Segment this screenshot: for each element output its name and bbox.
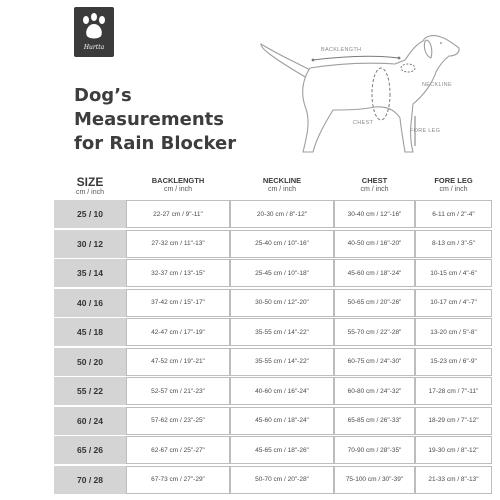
cell-foreleg: 15-23 cm / 6"-9" bbox=[415, 347, 492, 376]
cell-neckline: 25-45 cm / 10"-18" bbox=[230, 259, 334, 287]
table-row: 35 / 14 32-37 cm / 13"-15" 25-45 cm / 10"-… bbox=[54, 259, 492, 288]
cell-size: 70 / 28 bbox=[54, 465, 126, 494]
cell-backlength: 57-62 cm / 23"-25" bbox=[126, 406, 230, 435]
header-foreleg: FORE LEG cm / inch bbox=[434, 176, 473, 193]
cell-backlength: 62-67 cm / 25"-27" bbox=[126, 436, 230, 464]
dog-body bbox=[302, 35, 460, 153]
cell-neckline: 45-60 cm / 18"-24" bbox=[230, 406, 334, 435]
cell-foreleg: 18-29 cm / 7"-12" bbox=[415, 406, 492, 435]
table-row: 55 / 22 52-57 cm / 21"-23" 40-60 cm / 16"-… bbox=[54, 377, 492, 406]
cell-neckline: 20-30 cm / 8"-12" bbox=[230, 200, 334, 228]
table-row: 60 / 24 57-62 cm / 23"-25" 45-60 cm / 18"-… bbox=[54, 406, 492, 436]
cell-backlength: 67-73 cm / 27"-29" bbox=[126, 465, 230, 494]
cell-neckline: 40-60 cm / 16"-24" bbox=[230, 377, 334, 405]
label-backlength: BACKLENGTH bbox=[321, 47, 361, 53]
cell-neckline: 35-55 cm / 14"-22" bbox=[230, 347, 334, 376]
header-backlength: BACKLENGTH cm / inch bbox=[151, 176, 205, 193]
title-line-2: for Rain Blocker bbox=[74, 133, 237, 154]
cell-chest: 45-60 cm / 18"-24" bbox=[334, 259, 415, 287]
header-neckline: NECKLINE cm / inch bbox=[262, 176, 302, 193]
cell-foreleg: 19-30 cm / 8"-12" bbox=[415, 436, 492, 464]
table-row: 65 / 26 62-67 cm / 25"-27" 45-65 cm / 18"-… bbox=[54, 436, 492, 465]
cell-backlength: 42-47 cm / 17"-19" bbox=[126, 318, 230, 346]
cell-size: 50 / 20 bbox=[54, 347, 126, 376]
cell-size: 45 / 18 bbox=[54, 318, 126, 346]
cell-chest: 40-50 cm / 16"-20" bbox=[334, 229, 415, 258]
dog-tail bbox=[260, 43, 311, 79]
table-header: SIZE cm / inch BACKLENGTH cm / inch NECK… bbox=[54, 176, 492, 200]
cell-chest: 50-65 cm / 20"-26" bbox=[334, 288, 415, 317]
table-row: 50 / 20 47-52 cm / 19"-21" 35-55 cm / 14"-… bbox=[54, 347, 492, 377]
table-row: 70 / 28 67-73 cm / 27"-29" 50-70 cm / 20"-… bbox=[54, 465, 492, 495]
cell-chest: 65-85 cm / 26"-33" bbox=[334, 406, 415, 435]
table-row: 25 / 10 22-27 cm / 9"-11" 20-30 cm / 8"-12… bbox=[54, 200, 492, 229]
cell-backlength: 52-57 cm / 21"-23" bbox=[126, 377, 230, 405]
neckline-marker bbox=[400, 63, 416, 73]
table-row: 30 / 12 27-32 cm / 11"-13" 25-40 cm / 10"-… bbox=[54, 229, 492, 259]
cell-chest: 60-80 cm / 24"-32" bbox=[334, 377, 415, 405]
brand-name: Hurtta bbox=[83, 44, 105, 51]
cell-neckline: 25-40 cm / 10"-16" bbox=[230, 229, 334, 258]
cell-chest: 70-90 cm / 28"-35" bbox=[334, 436, 415, 464]
dog-eye bbox=[440, 42, 442, 44]
table-row: 40 / 16 37-42 cm / 15"-17" 30-50 cm / 12"-… bbox=[54, 288, 492, 318]
cell-backlength: 37-42 cm / 15"-17" bbox=[126, 288, 230, 317]
cell-foreleg: 6-11 cm / 2"-4" bbox=[415, 200, 492, 228]
cell-foreleg: 21-33 cm / 8"-13" bbox=[415, 465, 492, 494]
dog-ear bbox=[423, 39, 433, 59]
dog-measurement-diagram: BACKLENGTH NECKLINE CHEST FORE LEG bbox=[260, 35, 460, 153]
header-size: SIZE cm / inch bbox=[75, 175, 104, 196]
cell-foreleg: 10-15 cm / 4"-6" bbox=[415, 259, 492, 287]
cell-chest: 55-70 cm / 22"-28" bbox=[334, 318, 415, 346]
brand-logo: Hurtta bbox=[74, 7, 114, 57]
cell-chest: 30-40 cm / 12"-16" bbox=[334, 200, 415, 228]
page-title: Dog’s Measurements for Rain Blocker bbox=[74, 84, 274, 156]
cell-size: 40 / 16 bbox=[54, 288, 126, 317]
cell-foreleg: 17-28 cm / 7"-11" bbox=[415, 377, 492, 405]
cell-backlength: 47-52 cm / 19"-21" bbox=[126, 347, 230, 376]
cell-size: 25 / 10 bbox=[54, 200, 126, 228]
label-chest: CHEST bbox=[353, 120, 373, 126]
cell-foreleg: 10-17 cm / 4"-7" bbox=[415, 288, 492, 317]
title-line-1: Dog’s Measurements bbox=[74, 85, 224, 130]
cell-chest: 75-100 cm / 30"-39" bbox=[334, 465, 415, 494]
cell-foreleg: 13-20 cm / 5"-8" bbox=[415, 318, 492, 346]
cell-backlength: 22-27 cm / 9"-11" bbox=[126, 200, 230, 228]
cell-size: 65 / 26 bbox=[54, 436, 126, 464]
cell-neckline: 35-55 cm / 14"-22" bbox=[230, 318, 334, 346]
header-chest: CHEST cm / inch bbox=[360, 176, 389, 193]
cell-backlength: 27-32 cm / 11"-13" bbox=[126, 229, 230, 258]
cell-neckline: 45-65 cm / 18"-26" bbox=[230, 436, 334, 464]
paw-icon bbox=[83, 13, 105, 39]
label-foreleg: FORE LEG bbox=[410, 128, 440, 134]
cell-size: 35 / 14 bbox=[54, 259, 126, 287]
cell-size: 60 / 24 bbox=[54, 406, 126, 435]
label-neckline: NECKLINE bbox=[422, 82, 452, 88]
table-row: 45 / 18 42-47 cm / 17"-19" 35-55 cm / 14"-… bbox=[54, 318, 492, 347]
cell-size: 30 / 12 bbox=[54, 229, 126, 258]
backlength-marker bbox=[312, 55, 400, 61]
cell-chest: 60-75 cm / 24"-30" bbox=[334, 347, 415, 376]
cell-size: 55 / 22 bbox=[54, 377, 126, 405]
cell-foreleg: 8-13 cm / 3"-5" bbox=[415, 229, 492, 258]
chest-marker bbox=[371, 67, 391, 121]
cell-backlength: 32-37 cm / 13"-15" bbox=[126, 259, 230, 287]
cell-neckline: 50-70 cm / 20"-28" bbox=[230, 465, 334, 494]
cell-neckline: 30-50 cm / 12"-20" bbox=[230, 288, 334, 317]
